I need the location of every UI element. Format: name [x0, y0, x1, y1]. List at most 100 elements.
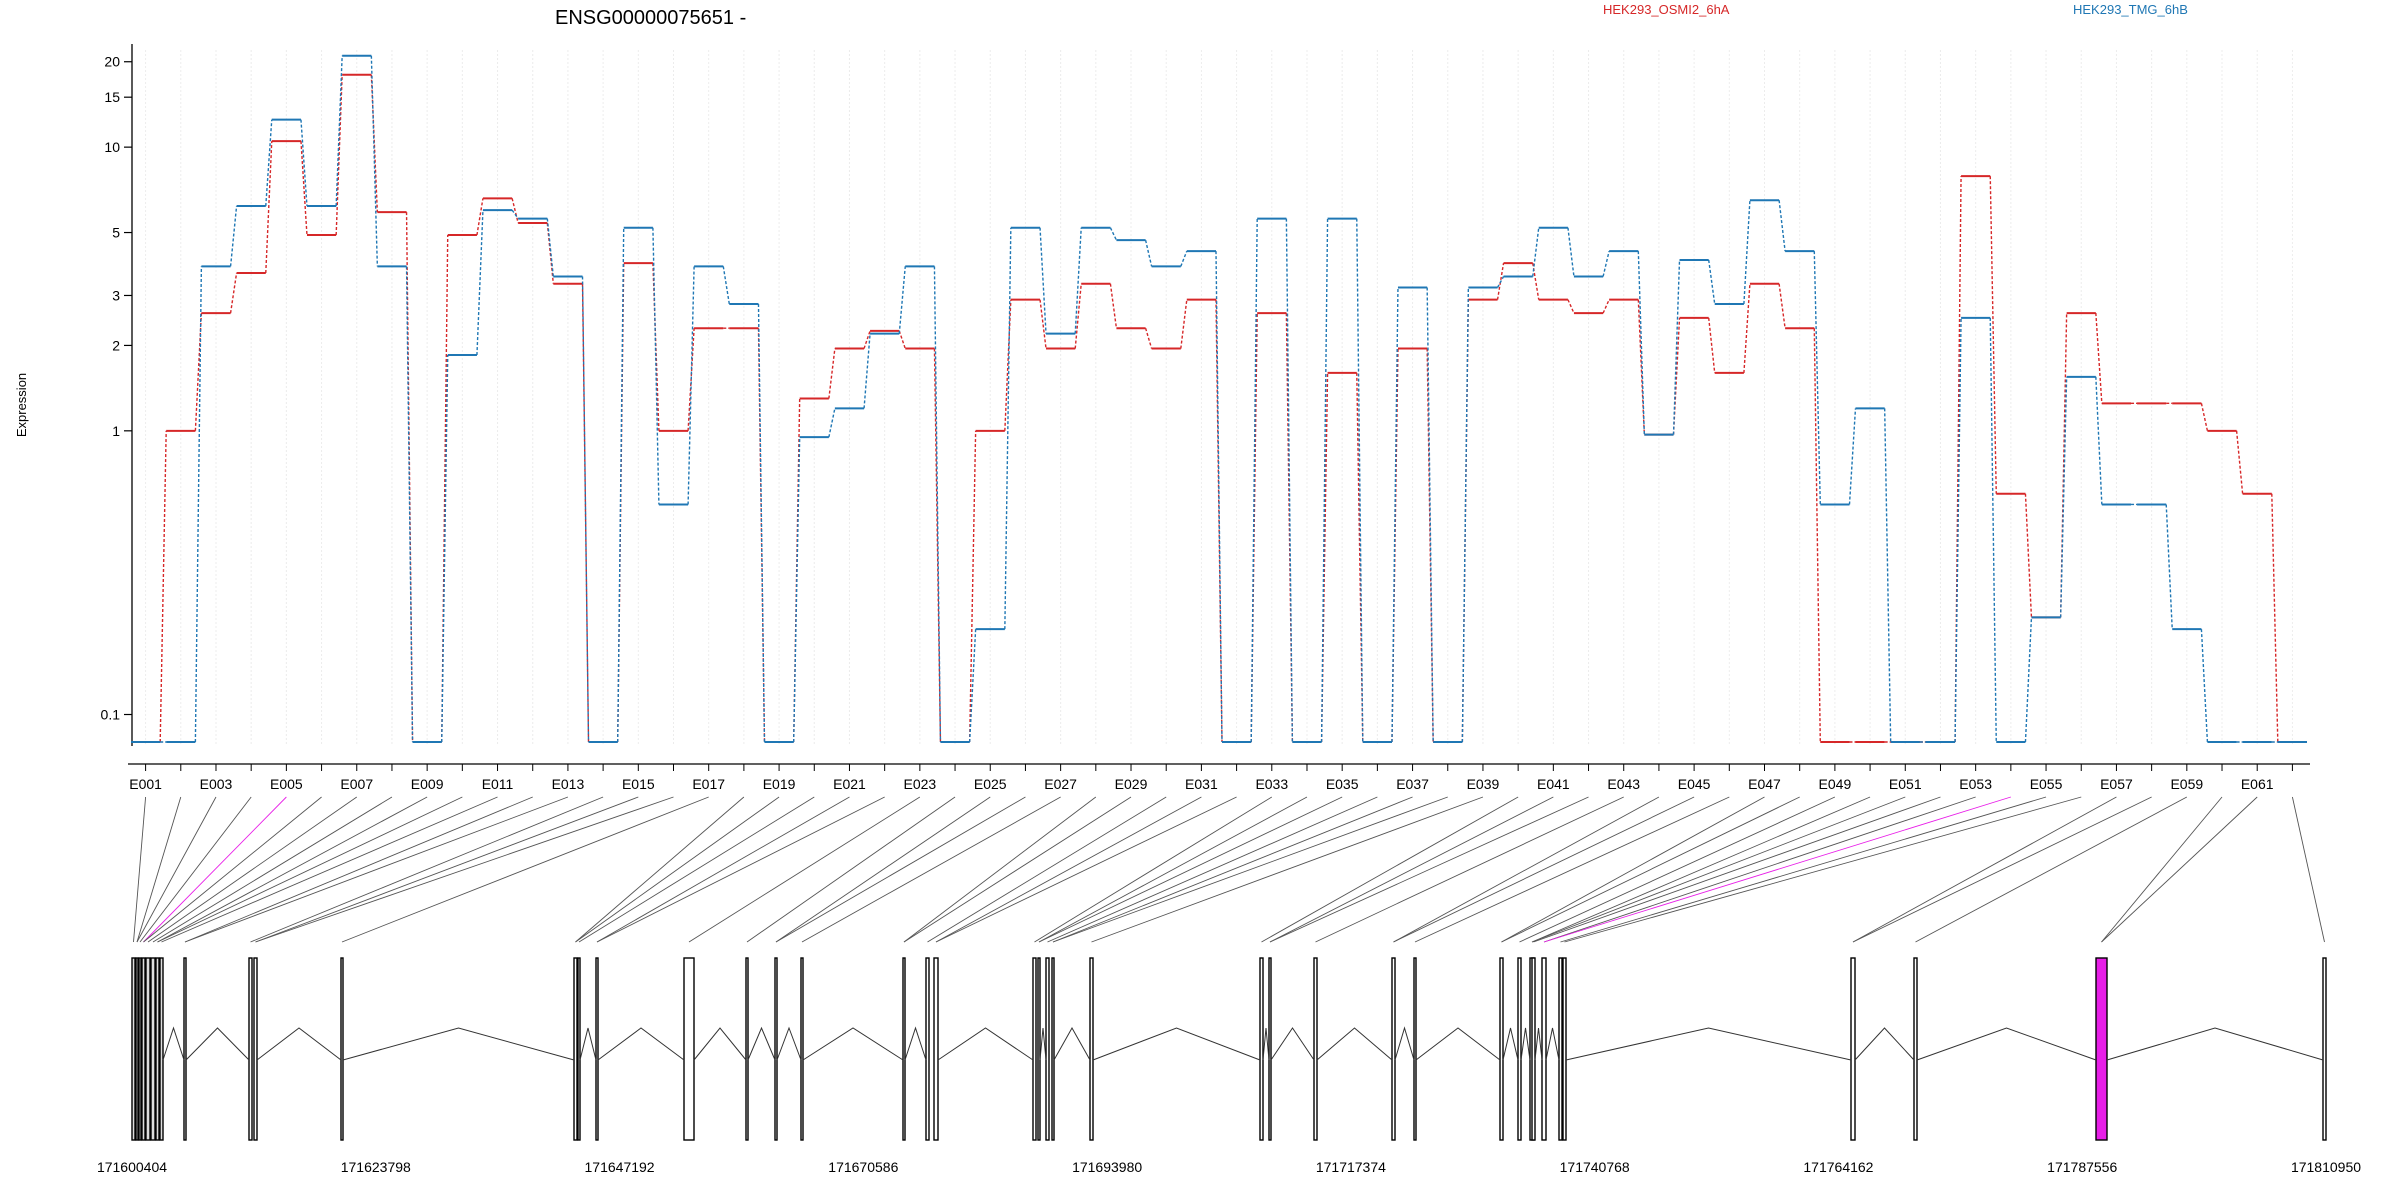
series-connector — [300, 119, 308, 207]
series-connector — [2200, 403, 2209, 431]
connector-line — [927, 796, 1167, 943]
series-connector — [687, 328, 695, 431]
connector-line — [136, 796, 217, 943]
legend-entry-series-a: HEK293_OSMI2_6hA — [1603, 2, 1730, 17]
x-tick-label: E019 — [763, 776, 796, 792]
series-connector — [1285, 218, 1294, 743]
intron-line — [579, 1027, 597, 1061]
series-connector — [581, 276, 590, 743]
connector-line — [1564, 796, 2082, 943]
series-connector — [335, 55, 343, 207]
exon-block — [159, 957, 164, 1141]
series-connector — [511, 198, 519, 224]
exon-block — [573, 957, 578, 1141]
series-connector — [194, 266, 203, 743]
connector-line — [143, 796, 287, 943]
exon-block — [902, 957, 906, 1141]
intron-line — [1502, 1027, 1519, 1061]
connector-line — [157, 796, 428, 943]
connector-line — [250, 796, 604, 943]
connector-line — [1852, 796, 2152, 943]
connector-line — [2101, 796, 2258, 943]
series-connector — [335, 74, 343, 236]
series-layer — [131, 54, 2307, 743]
x-tick-label: E045 — [1678, 776, 1711, 792]
vertical-grid — [145, 50, 2293, 746]
series-connector — [1144, 328, 1153, 349]
coordinate-label: 171693980 — [1072, 1159, 1142, 1175]
connector-line — [903, 796, 1132, 943]
y-tick-label: 10 — [104, 139, 120, 155]
series-connector — [229, 272, 238, 314]
series-connector — [1074, 283, 1082, 349]
exon-block — [1531, 957, 1536, 1141]
connector-line — [2291, 796, 2325, 943]
coordinate-label: 171740768 — [1560, 1159, 1630, 1175]
connector-line — [775, 796, 991, 943]
connector-line — [133, 796, 147, 943]
connector-line — [596, 796, 885, 943]
y-axis: 0.1 1 2 3 5 10 15 20 — [101, 44, 133, 746]
series-connector — [2200, 629, 2209, 743]
series-connector — [546, 222, 555, 284]
exon-block — [1045, 957, 1050, 1141]
series-connector — [1954, 317, 1962, 743]
series-connector — [1215, 299, 1223, 743]
intron-line — [2106, 1027, 2324, 1061]
series-connector — [898, 266, 906, 334]
series-connector — [1637, 299, 1646, 435]
series-connector — [757, 303, 766, 743]
intron-line — [1262, 1027, 1270, 1061]
y-tick-label: 3 — [112, 287, 120, 303]
x-tick-label: E017 — [692, 776, 725, 792]
x-tick-label: E033 — [1255, 776, 1288, 792]
connector-line — [575, 796, 780, 943]
series-connector — [511, 209, 519, 219]
connector-line — [1533, 796, 1941, 943]
series-connector — [1039, 299, 1047, 349]
intron-line — [1316, 1027, 1393, 1061]
series-connector — [159, 430, 167, 743]
intron-line — [342, 1027, 575, 1061]
intron-line — [1854, 1027, 1915, 1061]
series-connector — [617, 227, 625, 743]
intron-line — [162, 1026, 185, 1061]
x-tick-label: E051 — [1889, 776, 1922, 792]
exon-block — [150, 957, 156, 1141]
series-connector — [828, 408, 836, 438]
series-connector — [1250, 313, 1258, 743]
connector-line — [1393, 796, 1695, 943]
exon-block — [745, 957, 749, 1141]
connector-line — [935, 796, 1237, 943]
exon-block — [1032, 957, 1037, 1141]
intron-line — [937, 1027, 1034, 1061]
intron-line — [1270, 1027, 1315, 1061]
x-tick-label: E053 — [1959, 776, 1992, 792]
coordinate-label: 171623798 — [341, 1159, 411, 1175]
intron-line — [1916, 1027, 2097, 1061]
series-connector — [1743, 200, 1751, 305]
series-connector — [1883, 408, 1892, 743]
x-tick-label: E005 — [270, 776, 303, 792]
exon-block — [1913, 957, 1918, 1141]
connector-line — [1091, 796, 1484, 943]
series-connector — [652, 263, 660, 431]
series-connector — [265, 141, 273, 274]
exon-block — [141, 957, 146, 1141]
connector-line — [1034, 796, 1273, 943]
series-connector — [2059, 376, 2068, 618]
x-tick-label: E003 — [200, 776, 233, 792]
series-connector — [1989, 176, 1997, 494]
x-tick-label: E057 — [2100, 776, 2133, 792]
x-tick-label: E055 — [2030, 776, 2063, 792]
y-tick-label: 5 — [112, 225, 120, 241]
x-tick-label: E013 — [552, 776, 585, 792]
exon-block — [1313, 957, 1318, 1141]
series-line — [131, 73, 2307, 743]
series-connector — [1426, 287, 1434, 743]
connector-line — [935, 796, 1202, 943]
series-connector — [1778, 283, 1786, 329]
series-connector — [2165, 504, 2173, 630]
connector-line — [1038, 796, 1308, 943]
legend-entry-series-b: HEK293_TMG_6hB — [2073, 2, 2188, 17]
